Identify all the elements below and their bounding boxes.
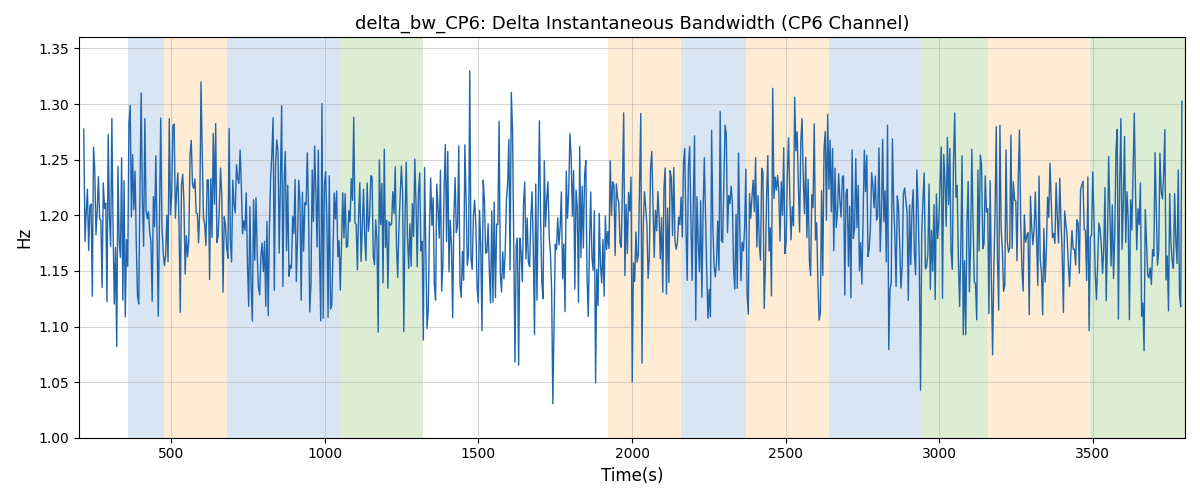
Bar xyxy=(227,38,341,438)
Bar xyxy=(128,38,163,438)
Title: delta_bw_CP6: Delta Instantaneous Bandwidth (CP6 Channel): delta_bw_CP6: Delta Instantaneous Bandwi… xyxy=(355,15,910,34)
Bar xyxy=(607,38,682,438)
X-axis label: Time(s): Time(s) xyxy=(601,467,664,485)
Bar xyxy=(163,38,227,438)
Bar xyxy=(829,38,920,438)
Y-axis label: Hz: Hz xyxy=(14,227,32,248)
Bar xyxy=(920,38,989,438)
Bar xyxy=(682,38,745,438)
Bar xyxy=(989,38,1090,438)
Bar xyxy=(1090,38,1186,438)
Bar xyxy=(341,38,424,438)
Bar xyxy=(745,38,829,438)
